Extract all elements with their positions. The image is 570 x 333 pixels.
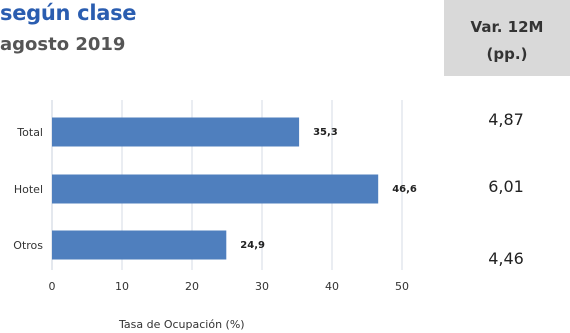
bar — [52, 117, 300, 147]
variation-value-otros: 4,46 — [488, 249, 524, 268]
data-label: 24,9 — [240, 240, 265, 251]
bar — [52, 230, 227, 260]
category-label: Total — [16, 126, 43, 139]
data-label: 35,3 — [313, 127, 338, 138]
chart-title: según clase — [0, 1, 137, 25]
variation-value-hotel: 6,01 — [488, 177, 524, 196]
x-tick-label: 0 — [49, 280, 56, 293]
variation-value-total: 4,87 — [488, 110, 524, 129]
x-axis-title: Tasa de Ocupación (%) — [119, 318, 245, 331]
variation-header-line1: Var. 12M — [470, 18, 544, 36]
chart-subtitle: agosto 2019 — [0, 34, 126, 55]
bar — [52, 174, 379, 204]
x-tick-label: 40 — [325, 280, 339, 293]
variation-header: Var. 12M (pp.) — [444, 0, 570, 76]
data-label: 46,6 — [392, 184, 417, 195]
x-tick-label: 10 — [115, 280, 129, 293]
x-tick-label: 30 — [255, 280, 269, 293]
x-tick-label: 20 — [185, 280, 199, 293]
variation-header-line2: (pp.) — [486, 45, 528, 63]
category-label: Otros — [13, 239, 43, 252]
category-label: Hotel — [14, 183, 43, 196]
x-tick-label: 50 — [395, 280, 409, 293]
